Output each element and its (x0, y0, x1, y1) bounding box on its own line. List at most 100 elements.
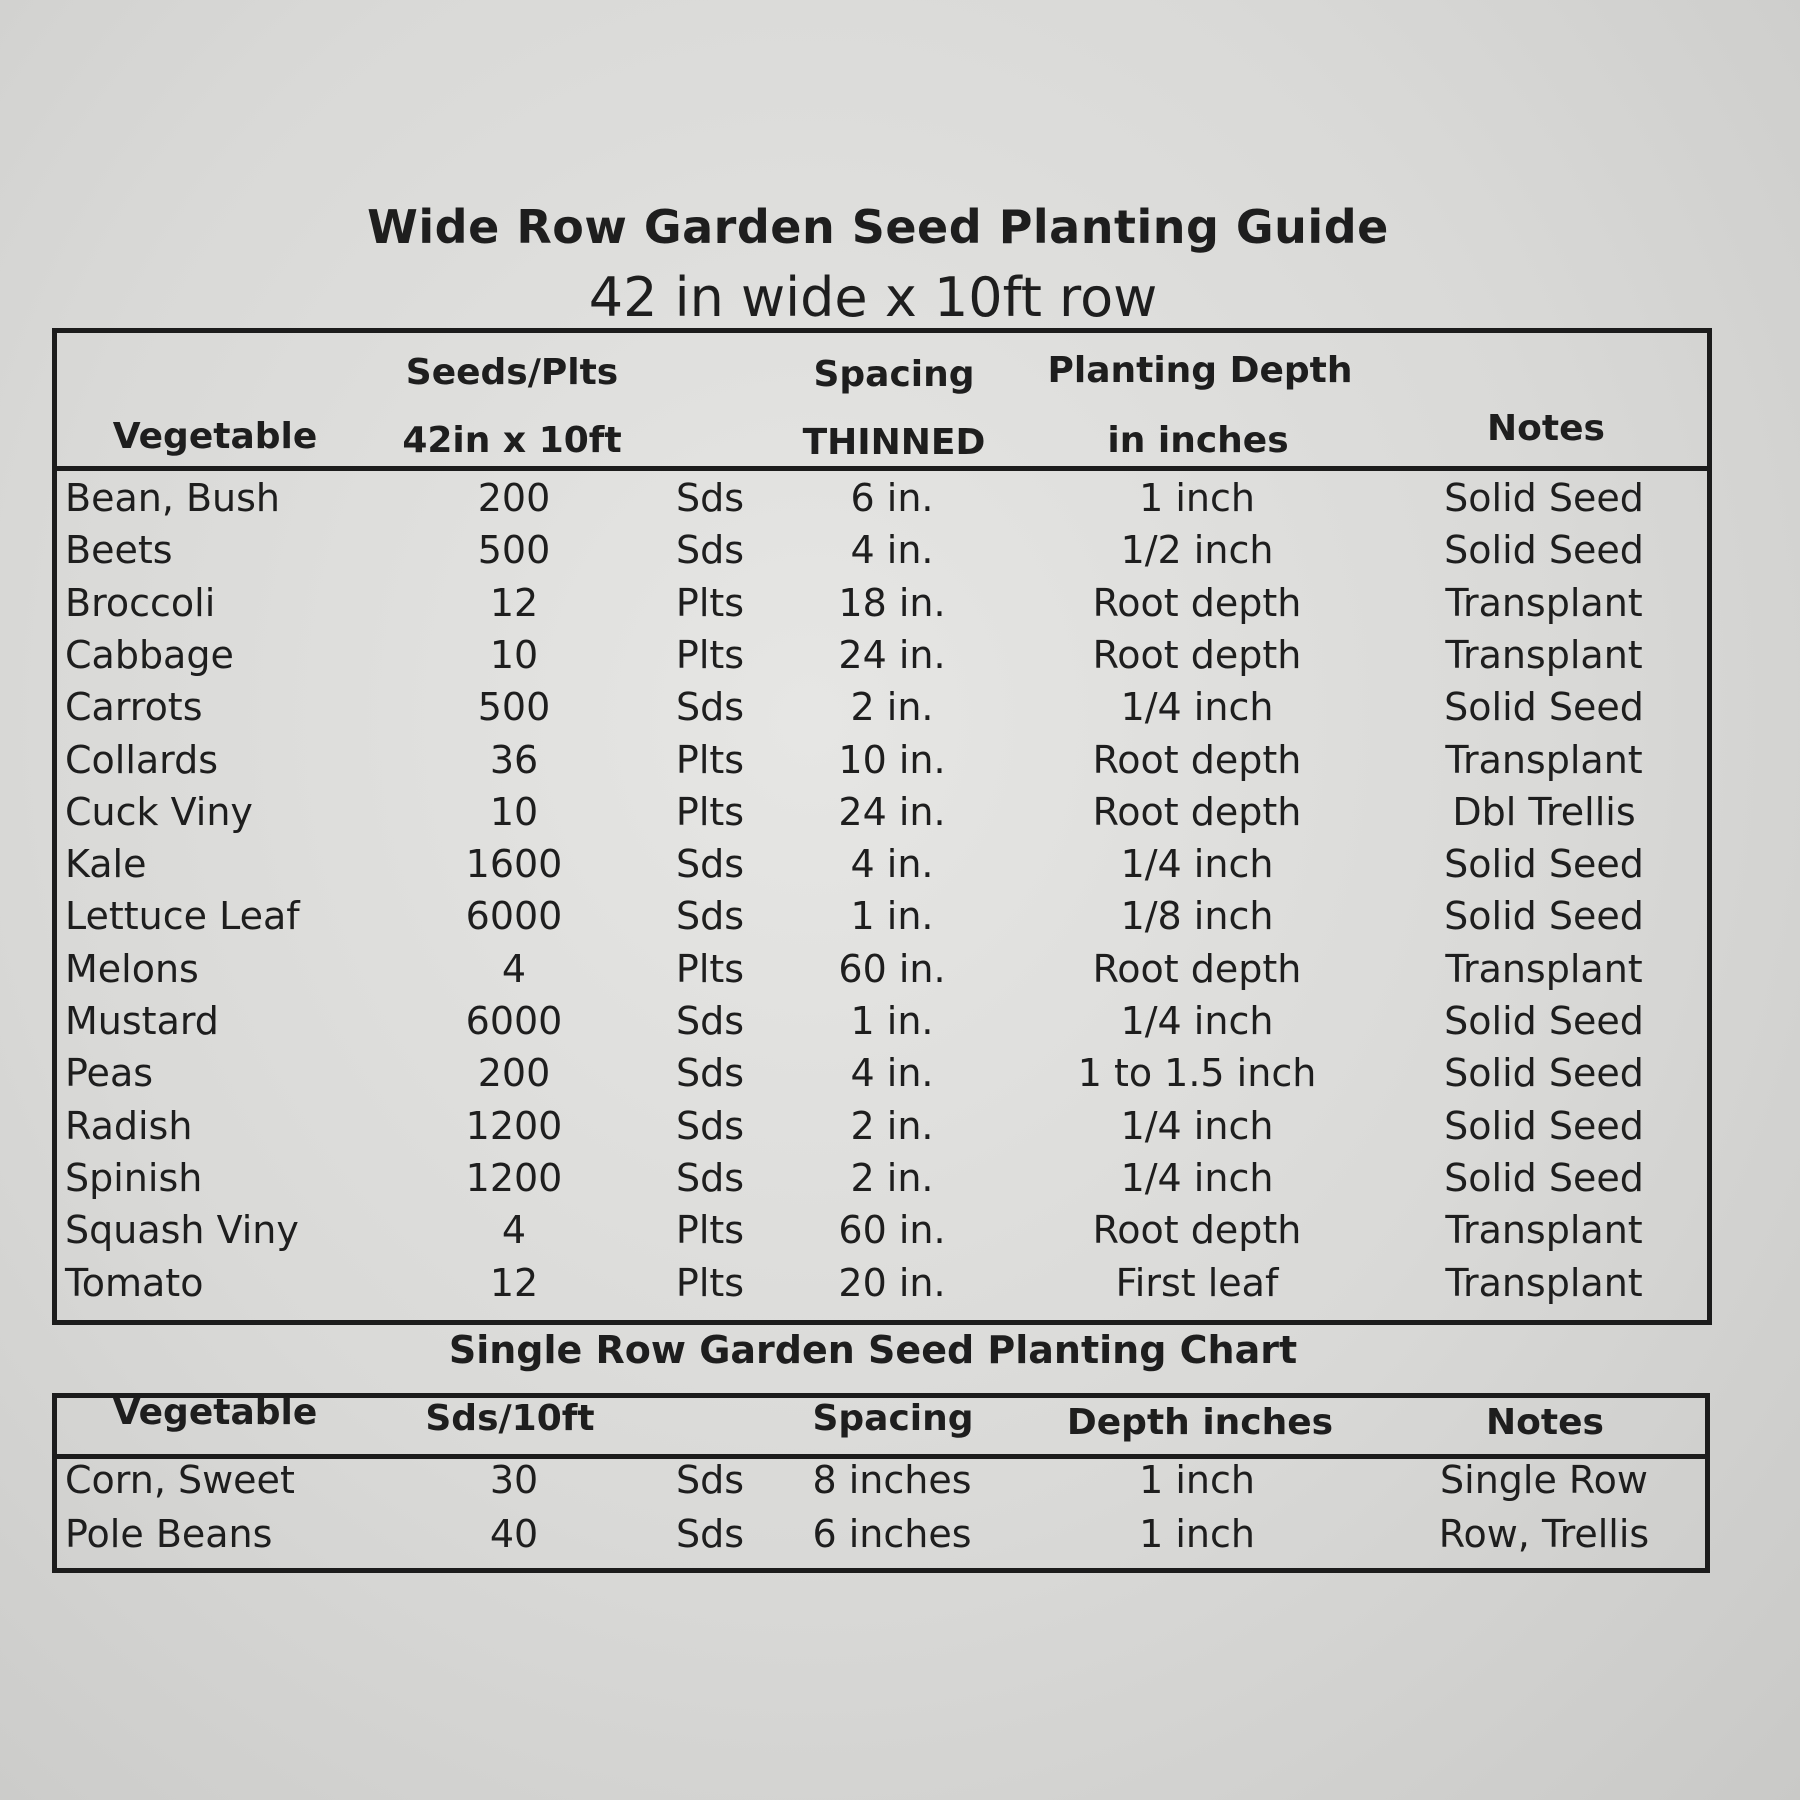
cell-spacing: 20 in. (838, 1260, 946, 1305)
cell-spacing: 24 in. (838, 632, 946, 677)
cell-vegetable: Corn, Sweet (65, 1458, 295, 1502)
cell-vegetable: Carrots (65, 685, 203, 730)
cell-unit: Plts (675, 1260, 745, 1305)
single-header-seeds: Sds/10ft (425, 1398, 595, 1439)
cell-unit: Sds (675, 1103, 745, 1148)
header-notes: Notes (1487, 408, 1605, 449)
header-seeds-line2: 42in x 10ft (402, 420, 622, 461)
cell-notes: Transplant (1445, 1260, 1643, 1305)
cell-depth: 1/4 inch (1120, 685, 1274, 730)
cell-spacing: 1 in. (850, 999, 934, 1043)
cell-quantity: 40 (489, 1512, 539, 1556)
cell-unit: Plts (675, 580, 745, 625)
cell-spacing: 4 in. (850, 528, 934, 573)
cell-quantity: 200 (477, 476, 551, 520)
cell-notes: Transplant (1445, 737, 1643, 782)
cell-quantity: 500 (477, 528, 551, 573)
cell-notes: Dbl Trellis (1452, 789, 1636, 834)
cell-spacing: 24 in. (838, 789, 946, 834)
cell-vegetable: Mustard (65, 999, 219, 1043)
cell-spacing: 4 in. (850, 1051, 934, 1096)
single-row-title: Single Row Garden Seed Planting Chart (448, 1328, 1298, 1372)
cell-notes: Solid Seed (1444, 528, 1644, 573)
cell-notes: Transplant (1445, 580, 1643, 625)
cell-depth: Root depth (1092, 580, 1302, 625)
cell-depth: 1/8 inch (1120, 894, 1274, 939)
cell-notes: Solid Seed (1444, 842, 1644, 887)
cell-quantity: 6000 (465, 894, 563, 939)
single-header-depth: Depth inches (1066, 1402, 1334, 1443)
cell-quantity: 1600 (465, 842, 563, 887)
cell-quantity: 30 (489, 1458, 539, 1502)
cell-quantity: 1200 (465, 1103, 563, 1148)
header-seeds-line1: Seeds/Plts (405, 352, 619, 393)
cell-notes: Single Row (1440, 1458, 1648, 1502)
cell-quantity: 12 (489, 1260, 539, 1305)
cell-unit: Sds (675, 1155, 745, 1200)
cell-unit: Sds (675, 1512, 745, 1556)
cell-spacing: 2 in. (850, 1155, 934, 1200)
cell-depth: Root depth (1092, 1208, 1302, 1253)
cell-spacing: 1 in. (850, 894, 934, 939)
cell-spacing: 2 in. (850, 1103, 934, 1148)
cell-spacing: 60 in. (838, 1208, 946, 1253)
cell-quantity: 4 (501, 1208, 527, 1253)
cell-spacing: 6 in. (850, 476, 934, 520)
cell-vegetable: Broccoli (65, 580, 216, 625)
cell-notes: Solid Seed (1444, 1051, 1644, 1096)
cell-unit: Sds (675, 685, 745, 730)
cell-notes: Solid Seed (1444, 685, 1644, 730)
cell-unit: Sds (675, 1458, 745, 1502)
cell-notes: Solid Seed (1444, 894, 1644, 939)
cell-unit: Sds (675, 476, 745, 520)
cell-vegetable: Melons (65, 946, 199, 991)
cell-spacing: 6 inches (812, 1512, 972, 1556)
cell-quantity: 500 (477, 685, 551, 730)
cell-depth: First leaf (1115, 1260, 1279, 1305)
cell-depth: 1 inch (1139, 476, 1255, 520)
cell-vegetable: Collards (65, 737, 219, 782)
cell-depth: 1/4 inch (1120, 1103, 1274, 1148)
cell-spacing: 10 in. (838, 737, 946, 782)
cell-quantity: 1200 (465, 1155, 563, 1200)
cell-notes: Solid Seed (1444, 476, 1644, 520)
wide-table-border (52, 328, 1712, 1325)
single-table-border (52, 1393, 1710, 1573)
cell-unit: Sds (675, 999, 745, 1043)
cell-vegetable: Radish (65, 1103, 193, 1148)
cell-notes: Solid Seed (1444, 1155, 1644, 1200)
cell-unit: Plts (675, 1208, 745, 1253)
cell-quantity: 12 (489, 580, 539, 625)
page-subtitle: 42 in wide x 10ft row (588, 266, 1158, 329)
single-header-vegetable: Vegetable (112, 1392, 318, 1433)
cell-quantity: 10 (489, 789, 539, 834)
cell-unit: Sds (675, 1051, 745, 1096)
cell-unit: Plts (675, 737, 745, 782)
cell-unit: Plts (675, 789, 745, 834)
cell-depth: 1 inch (1139, 1512, 1255, 1556)
cell-spacing: 4 in. (850, 842, 934, 887)
cell-depth: Root depth (1092, 632, 1302, 677)
cell-notes: Row, Trellis (1438, 1512, 1650, 1556)
page-title: Wide Row Garden Seed Planting Guide (367, 200, 1389, 254)
cell-vegetable: Pole Beans (65, 1512, 273, 1556)
cell-notes: Solid Seed (1444, 999, 1644, 1043)
cell-notes: Transplant (1445, 946, 1643, 991)
cell-notes: Solid Seed (1444, 1103, 1644, 1148)
single-header-spacing: Spacing (812, 1398, 974, 1439)
cell-quantity: 6000 (465, 999, 563, 1043)
single-header-notes: Notes (1486, 1402, 1604, 1443)
cell-depth: 1 to 1.5 inch (1077, 1051, 1317, 1096)
header-depth-line2: in inches (1107, 420, 1289, 461)
cell-unit: Sds (675, 842, 745, 887)
cell-notes: Transplant (1445, 632, 1643, 677)
cell-vegetable: Tomato (65, 1260, 204, 1305)
cell-depth: 1 inch (1139, 1458, 1255, 1502)
header-depth-line1: Planting Depth (1047, 350, 1353, 391)
header-vegetable: Vegetable (112, 416, 318, 457)
cell-vegetable: Kale (65, 842, 147, 887)
cell-depth: Root depth (1092, 789, 1302, 834)
cell-spacing: 8 inches (812, 1458, 972, 1502)
cell-quantity: 36 (489, 737, 539, 782)
cell-spacing: 60 in. (838, 946, 946, 991)
